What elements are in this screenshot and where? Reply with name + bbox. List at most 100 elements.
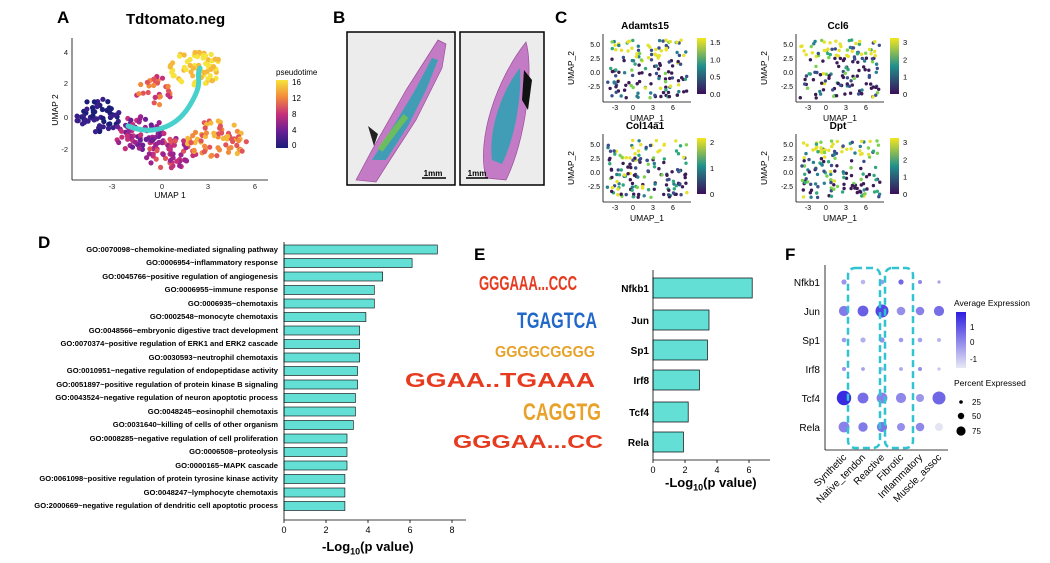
feature-point xyxy=(608,149,613,153)
umap-point xyxy=(191,147,197,153)
umap-point xyxy=(181,64,187,70)
feature-point xyxy=(610,46,614,51)
feature-point xyxy=(646,188,651,192)
umap-point xyxy=(208,120,214,126)
go-term-label: GO:0010951~negative regulation of endope… xyxy=(66,366,278,375)
umap-point xyxy=(136,118,142,124)
feature-point xyxy=(637,71,641,75)
panel-label-d: D xyxy=(38,233,51,252)
dotplot-dot xyxy=(935,423,943,431)
feature-point xyxy=(634,55,639,59)
feature-point xyxy=(667,60,671,64)
feature-point xyxy=(809,188,814,192)
feature-point xyxy=(837,48,841,53)
feature-point xyxy=(617,70,621,74)
umap-point xyxy=(94,103,100,109)
feature-point xyxy=(807,170,812,174)
feature-point xyxy=(630,181,635,186)
go-term-label: GO:0061098~positive regulation of protei… xyxy=(39,474,278,483)
feature-point xyxy=(819,162,824,166)
feature-point xyxy=(856,60,860,64)
feature-point xyxy=(675,93,679,97)
feature-point xyxy=(827,148,831,152)
feature-point xyxy=(614,85,618,89)
go-bar xyxy=(283,474,346,484)
umap-point xyxy=(167,136,173,142)
feature-point xyxy=(822,40,826,44)
feature-point xyxy=(849,186,853,191)
c-ytick: -2.5 xyxy=(781,84,793,91)
legend-tick: 16 xyxy=(292,78,301,87)
feature-point xyxy=(631,146,635,150)
umap-point xyxy=(207,73,213,79)
feature-point xyxy=(801,141,806,145)
pct-tick: 25 xyxy=(972,398,981,407)
feature-point xyxy=(630,73,635,78)
feature-scale-tick: 3 xyxy=(903,38,907,47)
feature-point xyxy=(612,80,616,84)
feature-point xyxy=(877,87,881,92)
feature-point xyxy=(819,140,823,144)
motif-name: Nfkb1 xyxy=(621,284,649,295)
umap-point xyxy=(151,76,157,82)
spot-overlay-right xyxy=(491,68,521,164)
feature-point xyxy=(634,166,638,170)
feature-scale-tick: 2 xyxy=(903,55,907,64)
feature-point xyxy=(613,43,617,47)
feature-point xyxy=(825,174,829,178)
feature-point xyxy=(868,139,872,144)
feature-point xyxy=(860,88,864,92)
feature-point xyxy=(826,47,830,51)
feature-point xyxy=(875,91,880,95)
feature-point xyxy=(670,64,675,68)
feature-point xyxy=(822,81,827,86)
feature-point xyxy=(637,158,641,162)
dotplot-dot xyxy=(895,392,907,404)
expr-tick: -1 xyxy=(970,355,978,364)
umap-point xyxy=(184,59,190,65)
feature-point xyxy=(859,166,863,171)
feature-point xyxy=(683,175,687,180)
feature-point xyxy=(636,91,640,95)
feature-point xyxy=(871,183,876,188)
c-xtick: -3 xyxy=(805,205,811,212)
feature-point xyxy=(874,178,878,182)
umap-point xyxy=(170,73,176,79)
feature-point xyxy=(842,175,846,180)
feature-point xyxy=(878,180,882,184)
umap-point xyxy=(165,92,171,98)
feature-point xyxy=(801,195,806,199)
umap-point xyxy=(108,113,114,120)
umap-point xyxy=(201,69,207,76)
feature-point xyxy=(864,82,868,86)
feature-point xyxy=(637,79,642,84)
feature-point xyxy=(832,152,836,157)
feature-point xyxy=(849,79,853,83)
c-ytick: -2.5 xyxy=(588,184,600,191)
dotplot-dot xyxy=(857,392,869,404)
umap-point xyxy=(177,163,183,169)
feature-point xyxy=(859,177,863,182)
go-term-label: GO:0043524~negative regulation of neuron… xyxy=(55,393,278,402)
feature-point xyxy=(814,92,818,97)
feature-point xyxy=(855,190,859,195)
feature-point xyxy=(850,183,855,188)
go-bar xyxy=(283,379,358,390)
umap-point xyxy=(165,83,171,89)
feature-point xyxy=(823,148,827,152)
e-xtick: 2 xyxy=(682,465,687,475)
go-bar xyxy=(283,352,360,363)
motif-name: Rela xyxy=(628,438,650,449)
feature-point xyxy=(630,68,634,72)
feature-point xyxy=(814,147,818,151)
d-xlabel: -Log10(p value) xyxy=(322,539,414,557)
dotplot-dot xyxy=(933,305,945,317)
feature-point xyxy=(875,151,880,155)
pseudotime-legend-title: pseudotime xyxy=(276,68,318,77)
dotplot-dot xyxy=(899,367,903,371)
feature-point xyxy=(841,170,845,174)
panel-a-title: Tdtomato.neg xyxy=(126,11,226,28)
panel-label-a: A xyxy=(57,8,70,27)
umap-point xyxy=(177,77,183,83)
feature-scale-tick: 0 xyxy=(903,190,907,199)
